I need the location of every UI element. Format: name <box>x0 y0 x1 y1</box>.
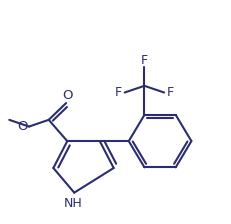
Text: O: O <box>62 89 72 102</box>
Text: O: O <box>17 120 28 133</box>
Text: F: F <box>166 86 173 99</box>
Text: NH: NH <box>64 197 82 210</box>
Text: F: F <box>114 86 121 99</box>
Text: F: F <box>140 54 147 67</box>
